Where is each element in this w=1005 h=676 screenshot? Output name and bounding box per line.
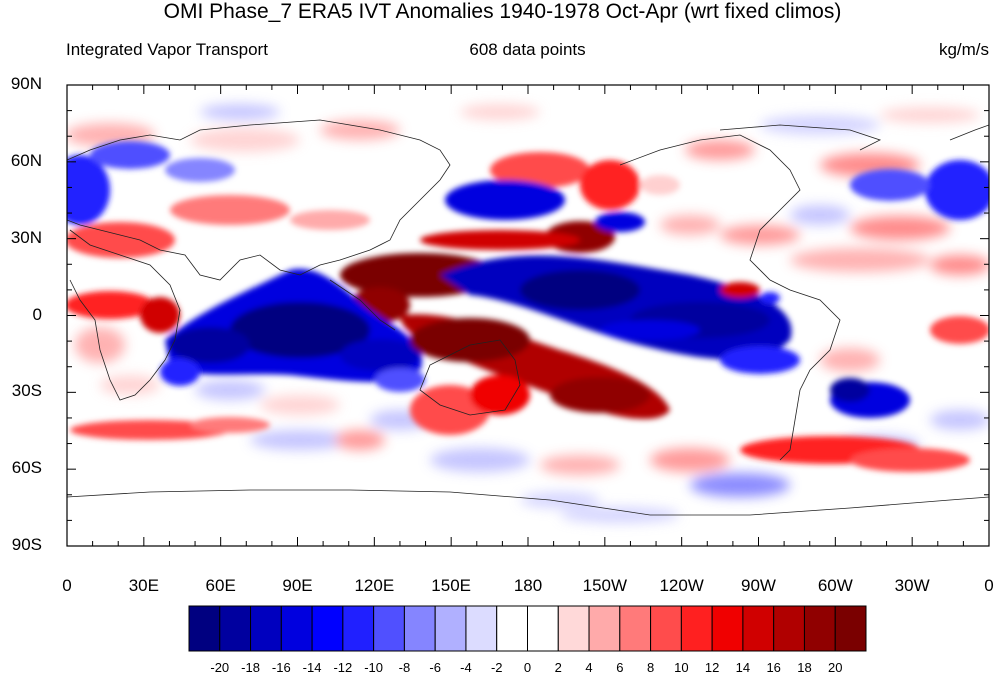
colorbar-swatch — [527, 605, 559, 652]
colorbar-swatch — [219, 605, 252, 652]
coastlines — [67, 119, 989, 516]
x-tick-label: 120E — [354, 576, 395, 595]
colorbar-swatch — [773, 605, 805, 652]
x-tick-label: 0 — [984, 576, 994, 595]
colorbar-swatch — [742, 605, 775, 652]
x-tick-label: 60W — [817, 576, 853, 595]
anomaly-field — [67, 85, 989, 546]
colorbar-label: 20 — [827, 660, 843, 675]
colorbar-label: -20 — [210, 660, 230, 675]
y-tick-label: 30N — [10, 227, 42, 247]
colorbar-swatch — [342, 605, 375, 652]
colorbar-label: -16 — [271, 660, 291, 675]
data-count-label: 608 data points — [469, 40, 586, 59]
colorbar-swatch — [373, 605, 405, 652]
colorbar-swatch — [588, 605, 621, 652]
colorbar-swatch — [311, 605, 344, 652]
x-tick-label: 150W — [582, 576, 628, 595]
colorbar-swatch — [188, 605, 221, 652]
field-label: Integrated Vapor Transport — [66, 40, 268, 59]
x-tick-label: 90E — [282, 576, 313, 595]
units-label: kg/m/s — [938, 40, 989, 59]
colorbar-label: 4 — [585, 660, 593, 675]
colorbar-swatch — [557, 605, 590, 652]
x-tick-label: 120W — [659, 576, 704, 595]
colorbar-swatch — [250, 605, 282, 652]
colorbar-label: 6 — [616, 660, 624, 675]
colorbar-swatch — [711, 605, 744, 652]
colorbar-label: 14 — [735, 660, 751, 675]
x-tick-label: 90W — [741, 576, 776, 595]
colorbar-label: -10 — [364, 660, 384, 675]
axis-ticks — [66, 84, 990, 547]
colorbar-swatch — [280, 605, 313, 652]
colorbar-label: 0 — [523, 660, 532, 675]
colorbar-swatch — [680, 605, 713, 652]
y-tick-label: 0 — [32, 304, 42, 324]
colorbar-swatch — [834, 605, 867, 652]
y-tick-label: 30S — [11, 381, 42, 401]
colorbar-label: -8 — [398, 660, 411, 675]
x-tick-label: 180 — [513, 576, 543, 595]
colorbar-label: 10 — [674, 660, 689, 675]
x-tick-label: 150E — [431, 576, 472, 595]
x-tick-label: 30E — [128, 576, 159, 595]
colorbar-swatch — [619, 605, 652, 652]
colorbar-swatch — [803, 605, 836, 652]
colorbar-swatch — [496, 605, 528, 652]
x-tick-label: 30W — [894, 576, 930, 595]
colorbar-label: 8 — [646, 660, 655, 675]
x-tick-label: 60E — [205, 576, 236, 595]
colorbar-label: 18 — [797, 660, 812, 675]
colorbar-swatch — [403, 605, 436, 652]
colorbar-label: 2 — [554, 660, 562, 675]
colorbar-label: -4 — [460, 660, 472, 675]
colorbar-label: 12 — [704, 660, 720, 675]
colorbar-swatch — [465, 605, 498, 652]
y-tick-label: 60N — [10, 150, 42, 170]
plot-title: OMI Phase_7 ERA5 IVT Anomalies 1940-1978… — [163, 0, 842, 23]
colorbar-swatch — [650, 605, 682, 652]
colorbar-label: -12 — [333, 660, 353, 675]
y-tick-label: 90S — [11, 535, 42, 554]
colorbar-label: -2 — [490, 660, 503, 675]
colorbar-label: -6 — [429, 660, 441, 675]
y-tick-label: 90N — [10, 74, 42, 93]
colorbar — [188, 605, 867, 652]
colorbar-label: 16 — [766, 660, 781, 675]
x-tick-label: 0 — [62, 576, 72, 595]
colorbar-label: -14 — [302, 660, 322, 675]
colorbar-label: -18 — [241, 660, 260, 675]
colorbar-swatch — [434, 605, 467, 652]
y-tick-label: 60S — [11, 458, 42, 478]
